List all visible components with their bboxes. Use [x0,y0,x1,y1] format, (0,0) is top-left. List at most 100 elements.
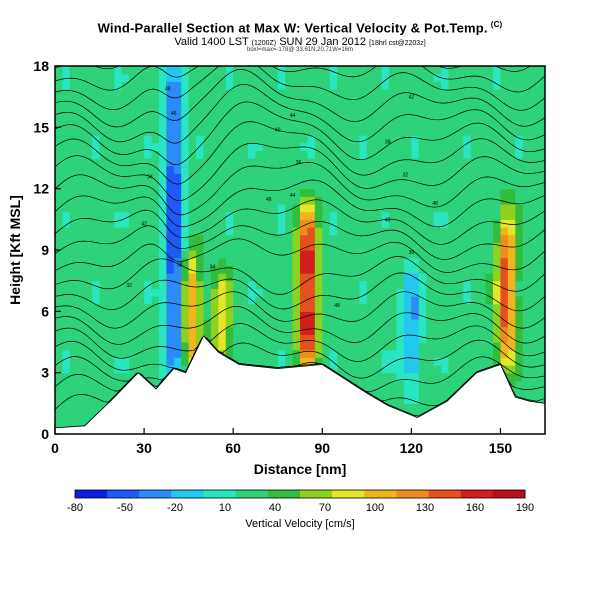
x-tick-label: 60 [225,440,241,456]
velocity-cell [344,349,353,358]
velocity-cell [84,211,93,220]
velocity-cell [500,334,509,343]
velocity-cell [77,349,86,358]
velocity-cell [485,334,494,343]
velocity-cell [374,349,383,358]
velocity-cell [389,112,398,121]
velocity-cell [418,127,427,136]
velocity-cell [515,288,524,297]
velocity-cell [62,158,71,167]
velocity-cell [515,296,524,305]
velocity-cell [448,280,457,289]
velocity-cell [233,334,242,343]
velocity-cell [55,288,64,297]
velocity-cell [403,219,412,228]
velocity-cell [121,181,130,190]
velocity-cell [500,104,509,113]
velocity-cell [218,135,227,144]
velocity-cell [136,158,145,167]
velocity-cell [337,173,346,182]
velocity-cell [322,303,331,312]
velocity-cell [173,227,182,236]
velocity-cell [188,135,197,144]
velocity-cell [106,319,115,328]
velocity-cell [173,250,182,259]
velocity-cell [537,288,545,297]
velocity-cell [248,242,257,251]
velocity-cell [196,196,205,205]
title-suffix: (C) [490,20,503,29]
velocity-cell [84,319,93,328]
velocity-cell [329,73,338,82]
velocity-cell [248,89,257,98]
velocity-cell [255,257,264,266]
velocity-cell [218,142,227,151]
velocity-cell [381,257,390,266]
velocity-cell [277,196,286,205]
velocity-cell [144,127,153,136]
velocity-cell [351,334,360,343]
velocity-cell [55,158,64,167]
velocity-cell [255,204,264,213]
velocity-cell [255,89,264,98]
velocity-cell [530,388,539,397]
velocity-cell [403,234,412,243]
velocity-cell [233,112,242,121]
velocity-cell [203,81,212,90]
velocity-cell [240,188,249,197]
velocity-cell [433,66,442,75]
velocity-cell [92,296,101,305]
velocity-cell [300,250,309,259]
velocity-cell [433,181,442,190]
velocity-cell [433,150,442,159]
velocity-cell [158,135,167,144]
velocity-cell [374,303,383,312]
velocity-cell [515,211,524,220]
velocity-cell [507,96,516,105]
velocity-cell [411,89,420,98]
velocity-cell [285,349,294,358]
velocity-cell [359,73,368,82]
velocity-cell [218,158,227,167]
velocity-cell [537,303,545,312]
velocity-cell [129,119,138,128]
velocity-cell [77,342,86,351]
velocity-cell [151,227,160,236]
velocity-cell [210,211,219,220]
velocity-cell [411,380,420,389]
velocity-cell [485,349,494,358]
velocity-cell [144,165,153,174]
velocity-cell [233,349,242,358]
velocity-cell [277,173,286,182]
velocity-cell [136,150,145,159]
velocity-cell [77,119,86,128]
velocity-cell [470,73,479,82]
velocity-cell [203,112,212,121]
velocity-cell [84,96,93,105]
velocity-cell [255,250,264,259]
velocity-cell [426,135,435,144]
velocity-cell [351,288,360,297]
velocity-cell [389,158,398,167]
velocity-cell [411,73,420,82]
velocity-cell [396,342,405,351]
velocity-cell [129,181,138,190]
velocity-cell [188,173,197,182]
velocity-cell [99,342,108,351]
velocity-cell [344,158,353,167]
velocity-cell [448,227,457,236]
velocity-cell [166,104,175,113]
velocity-cell [426,395,435,404]
velocity-cell [530,165,539,174]
velocity-cell [285,265,294,274]
velocity-cell [69,119,78,128]
velocity-cell [151,66,160,75]
velocity-cell [389,188,398,197]
velocity-cell [240,311,249,320]
velocity-cell [403,227,412,236]
velocity-cell [55,242,64,251]
velocity-cell [374,211,383,220]
velocity-cell [158,219,167,228]
velocity-cell [493,349,502,358]
velocity-cell [262,234,271,243]
